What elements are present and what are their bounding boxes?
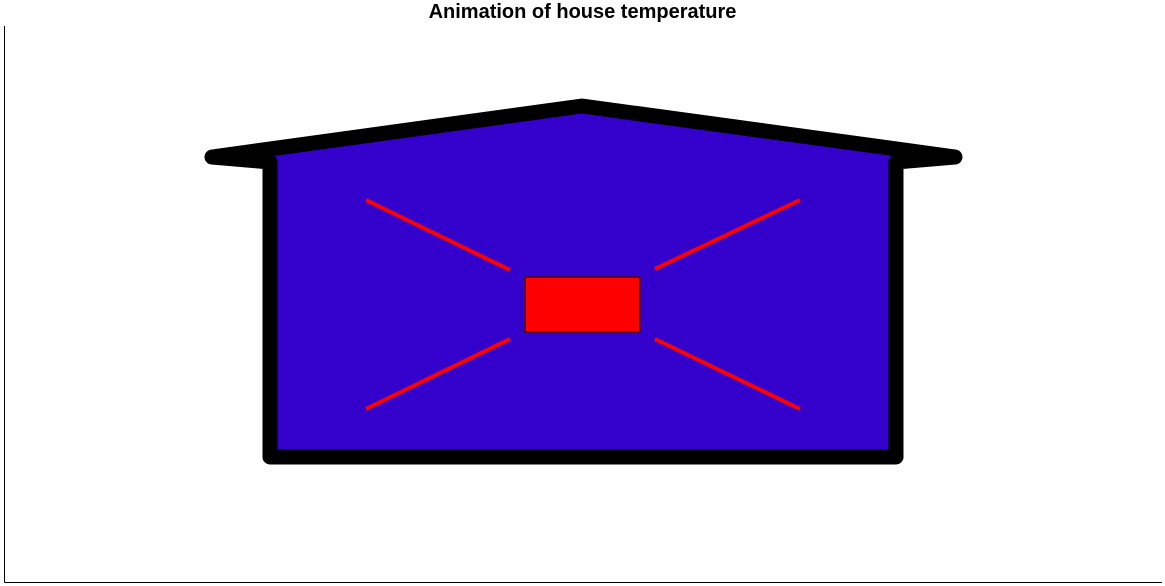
heat-ray-icon xyxy=(365,337,511,411)
heat-ray-icon xyxy=(365,198,511,272)
plot-title: Animation of house temperature xyxy=(428,1,737,23)
heater-icon xyxy=(524,276,641,333)
heat-ray-icon xyxy=(654,337,801,411)
heat-ray-icon xyxy=(654,198,801,271)
house-outline xyxy=(204,98,963,465)
